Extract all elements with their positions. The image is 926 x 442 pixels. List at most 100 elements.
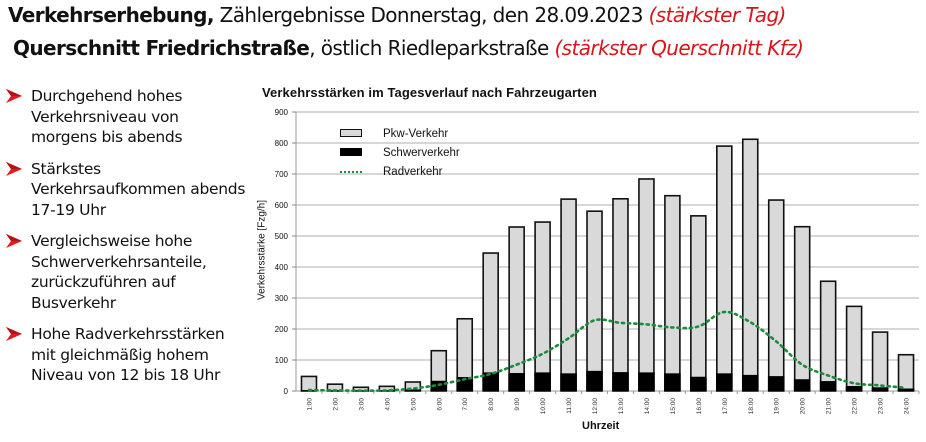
x-tick-label: 22:00 (852, 398, 859, 415)
y-tick-label: 700 (275, 170, 289, 179)
x-tick-label: 9:00 (514, 398, 521, 411)
x-tick-label: 4:00 (384, 398, 391, 411)
bar-schwerverkehr (664, 373, 681, 391)
y-tick-label: 900 (275, 108, 289, 117)
y-tick-label: 500 (275, 232, 289, 241)
x-tick-label: 20:00 (800, 398, 807, 415)
bar-schwerverkehr (871, 387, 889, 391)
bar-pkw (300, 375, 318, 392)
bar-pkw (612, 198, 629, 392)
x-tick-label: 18:00 (748, 398, 755, 415)
red-arrow-bullet-icon (6, 89, 22, 103)
x-tick-label: 21:00 (826, 398, 833, 415)
x-tick-label: 17:00 (722, 398, 729, 415)
x-tick-label: 5:00 (410, 398, 417, 411)
bar-pkw (430, 349, 448, 392)
bar-pkw (586, 210, 603, 392)
survey-label: Verkehrserhebung, (8, 3, 214, 27)
bar-pkw (404, 381, 422, 392)
finding-item: Vergleichsweise hohe Schwerverkehrsantei… (6, 231, 246, 313)
x-tick-label: 8:00 (488, 398, 495, 411)
finding-text: Durchgehend hohes Verkehrsniveau von mor… (31, 87, 183, 146)
bar-pkw (508, 226, 525, 392)
y-tick-label: 100 (275, 356, 289, 365)
y-tick-label: 0 (284, 387, 289, 396)
cross-section-name: Querschnitt Friedrichstraße (13, 36, 310, 60)
x-tick-label: 14:00 (644, 398, 651, 415)
bar-schwerverkehr (612, 372, 629, 391)
bar-schwerverkehr (378, 390, 396, 391)
bar-schwerverkehr (586, 370, 603, 391)
legend-item-schwerverkehr: Schwerverkehr (340, 146, 460, 165)
bar-pkw (482, 252, 499, 392)
bar-pkw (560, 198, 577, 392)
x-tick-label: 15:00 (670, 398, 677, 415)
bar-pkw (871, 331, 889, 392)
y-tick-label: 300 (275, 294, 289, 303)
bar-schwerverkehr (482, 372, 499, 391)
bar-pkw (741, 138, 759, 392)
x-tick-label: 23:00 (878, 398, 885, 415)
legend-item-pkw: Pkw-Verkehr (340, 127, 460, 146)
bar-pkw (352, 386, 370, 392)
y-tick-label: 600 (275, 201, 289, 210)
bar-schwerverkehr (508, 373, 525, 391)
finding-item: Hohe Radverkehrsstärken mit gleichmäßig … (6, 324, 246, 386)
bar-schwerverkehr (430, 380, 448, 391)
bar-pkw (664, 194, 681, 392)
bar-pkw (638, 178, 655, 392)
bar-schwerverkehr (690, 376, 707, 391)
bar-schwerverkehr (767, 376, 785, 391)
bar-schwerverkehr (326, 390, 344, 391)
strongest-day-note: (stärkster Tag) (648, 3, 787, 27)
bar-schwerverkehr (456, 377, 474, 391)
radverkehr-line (307, 310, 908, 392)
red-arrow-bullet-icon (6, 234, 22, 248)
x-tick-label: 7:00 (462, 398, 469, 411)
bar-schwerverkehr (819, 381, 837, 391)
red-arrow-bullet-icon (6, 327, 22, 341)
bar-schwerverkehr (845, 386, 863, 391)
header-line-2: Querschnitt Friedrichstraße, östlich Rie… (13, 36, 804, 60)
bar-pkw (793, 225, 811, 392)
legend-label: Radverkehr (383, 166, 443, 178)
strongest-section-note: (stärkster Querschnitt Kfz) (554, 36, 804, 60)
bar-pkw (456, 317, 474, 392)
bar-schwerverkehr (404, 389, 422, 391)
header-line-1: Verkehrserhebung, Zählergebnisse Donners… (8, 3, 786, 27)
x-tick-label: 1:00 (306, 398, 313, 411)
x-tick-label: 2:00 (332, 398, 339, 411)
x-tick-label: 12:00 (592, 398, 599, 415)
bar-schwerverkehr (897, 388, 915, 391)
red-arrow-bullet-icon (6, 161, 22, 176)
bar-pkw (690, 215, 707, 392)
finding-text: Stärkstes Verkehrsaufkommen abends 17-19… (31, 159, 246, 219)
bar-schwerverkehr (716, 373, 733, 391)
bar-pkw (378, 385, 396, 392)
bar-pkw (767, 199, 785, 392)
bar-schwerverkehr (300, 390, 318, 391)
x-tick-label: 13:00 (618, 398, 625, 415)
bar-pkw (897, 353, 915, 392)
findings-list: Durchgehend hohes Verkehrsniveau von mor… (6, 86, 246, 397)
x-tick-label: 19:00 (774, 398, 781, 415)
bar-pkw (845, 305, 863, 392)
legend-item-radverkehr: Radverkehr (340, 165, 460, 184)
bar-schwerverkehr (741, 374, 759, 391)
y-tick-label: 200 (275, 325, 289, 334)
bar-schwerverkehr (560, 373, 577, 391)
bar-pkw (326, 383, 344, 392)
cross-section-location: , östlich Riedleparkstraße (309, 36, 555, 60)
chart-legend: Pkw-Verkehr Schwerverkehr Radverkehr (340, 127, 460, 184)
legend-label: Schwerverkehr (383, 147, 460, 159)
y-tick-label: 400 (275, 263, 289, 272)
y-tick-label: 800 (275, 139, 289, 148)
finding-text: Vergleichsweise hohe Schwerverkehrsantei… (31, 232, 207, 312)
legend-label: Pkw-Verkehr (383, 128, 449, 140)
bar-schwerverkehr (534, 372, 551, 391)
bar-schwerverkehr (793, 379, 811, 391)
y-axis-label: Verkehrsstärke [Fzg/h] (256, 199, 268, 301)
x-tick-label: 6:00 (436, 398, 443, 411)
bar-schwerverkehr (638, 372, 655, 391)
schwerverkehr-swatch-icon (340, 148, 362, 156)
